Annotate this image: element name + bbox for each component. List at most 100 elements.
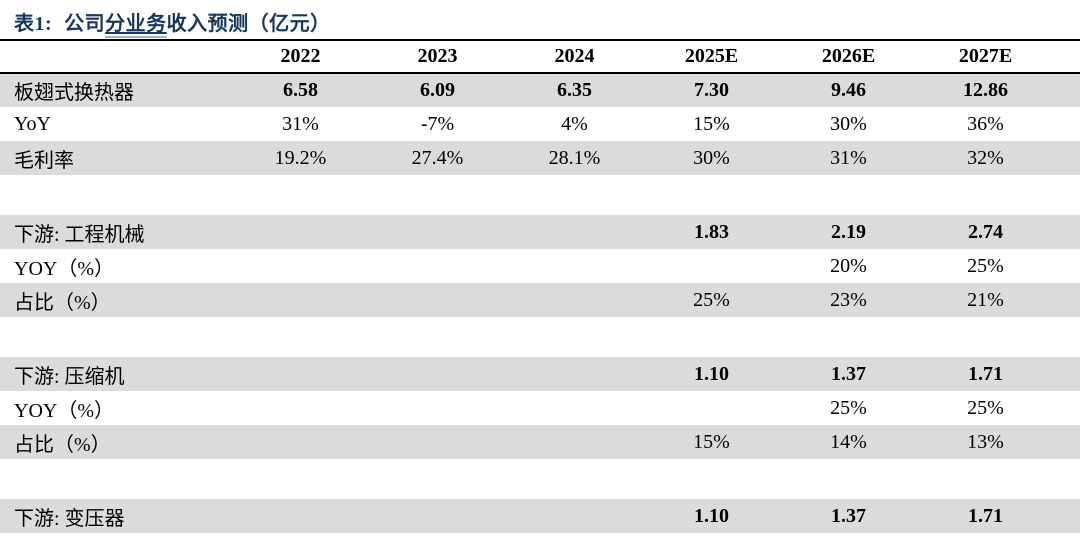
cell-value: 20% (830, 254, 867, 277)
row-label: 占比（%） (14, 291, 111, 314)
cell-value: 13% (967, 430, 1004, 453)
cell-value: 6.09 (420, 79, 455, 101)
cell-value: 19.2% (274, 146, 327, 169)
spacer-row (0, 175, 1080, 215)
cell-value: 14% (830, 430, 867, 453)
row-label: YoY (14, 112, 51, 135)
spacer-row (0, 459, 1080, 499)
cell-value (232, 499, 369, 533)
pad-cell (1054, 425, 1080, 459)
row-label: 下游: 变压器 (14, 507, 125, 530)
cell-value (232, 357, 369, 391)
header-row: 2022 2023 2024 2025E 2026E 2027E (0, 40, 1080, 73)
cell-value: 1.37 (831, 504, 866, 527)
pad-cell (1054, 499, 1080, 533)
cell-value: 21% (967, 288, 1004, 311)
table-title-part2: 收入预测（亿元） (166, 13, 331, 35)
cell-value: 31% (282, 112, 319, 135)
table-row-gross-margin: 毛利率 19.2% 27.4% 28.1% 30% 31% 32% (0, 141, 1080, 175)
cell-value (506, 283, 643, 317)
row-label: 下游: 压缩机 (14, 365, 125, 388)
pad-cell (1054, 283, 1080, 317)
cell-value: -7% (420, 112, 455, 135)
cell-value (643, 249, 780, 283)
cell-value: 4% (561, 112, 588, 135)
cell-value: 25% (830, 396, 867, 419)
column-header-2026e: 2026E (821, 45, 876, 67)
row-label: 下游: 工程机械 (14, 223, 145, 246)
cell-value: 6.35 (557, 79, 592, 101)
table-row-downstream-construction-machinery: 下游: 工程机械 1.83 2.19 2.74 (0, 215, 1080, 249)
cell-value (506, 425, 643, 459)
cell-value: 36% (967, 112, 1004, 135)
revenue-forecast-table: 2022 2023 2024 2025E 2026E 2027E 板翅式换热器 … (0, 39, 1080, 533)
cell-value: 27.4% (411, 146, 464, 169)
table-title: 表1: 公司分业务收入预测（亿元） (0, 0, 1080, 39)
cell-value: 25% (967, 396, 1004, 419)
cell-value: 1.10 (694, 362, 729, 385)
cell-value (232, 215, 369, 249)
header-empty-cell (0, 40, 232, 73)
table-row-share: 占比（%） 15% 14% 13% (0, 425, 1080, 459)
cell-value: 30% (693, 146, 730, 169)
cell-value: 23% (830, 288, 867, 311)
cell-value: 12.86 (963, 79, 1008, 101)
pad-cell (1054, 249, 1080, 283)
cell-value (506, 249, 643, 283)
cell-value: 2.74 (968, 220, 1003, 243)
cell-value: 7.30 (694, 79, 729, 101)
column-header-2025e: 2025E (684, 45, 739, 67)
cell-value: 6.58 (283, 79, 318, 101)
cell-value (369, 283, 506, 317)
cell-value (369, 215, 506, 249)
row-label: YOY（%） (14, 399, 114, 422)
cell-value: 9.46 (831, 79, 866, 101)
cell-value (369, 357, 506, 391)
cell-value: 1.71 (968, 504, 1003, 527)
table-row-yoy: YOY（%） 25% 25% (0, 391, 1080, 425)
cell-value: 25% (693, 288, 730, 311)
cell-value: 2.19 (831, 220, 866, 243)
cell-value: 1.10 (694, 504, 729, 527)
cell-value: 31% (830, 146, 867, 169)
header-pad-cell (1054, 40, 1080, 73)
spacer-row (0, 317, 1080, 357)
cell-value: 28.1% (548, 146, 601, 169)
table-title-underlined-text: 分业务 (105, 13, 167, 38)
row-label: 毛利率 (14, 149, 74, 172)
cell-value (643, 391, 780, 425)
column-header-2027e: 2027E (958, 45, 1013, 67)
table-row-downstream-transformer: 下游: 变压器 1.10 1.37 1.71 (0, 499, 1080, 533)
cell-value: 15% (693, 112, 730, 135)
cell-value: 1.83 (694, 220, 729, 243)
cell-value (369, 499, 506, 533)
row-label: 板翅式换热器 (14, 82, 134, 104)
table-row-share: 占比（%） 25% 23% 21% (0, 283, 1080, 317)
cell-value: 15% (693, 430, 730, 453)
pad-cell (1054, 107, 1080, 141)
cell-value (369, 425, 506, 459)
column-header-2024: 2024 (554, 45, 595, 67)
table-row-downstream-compressor: 下游: 压缩机 1.10 1.37 1.71 (0, 357, 1080, 391)
pad-cell (1054, 73, 1080, 107)
row-label: YOY（%） (14, 257, 114, 280)
cell-value (232, 391, 369, 425)
cell-value (506, 215, 643, 249)
table-title-part1: 公司 (64, 13, 106, 35)
table-row-yoy: YOY（%） 20% 25% (0, 249, 1080, 283)
pad-cell (1054, 357, 1080, 391)
cell-value (232, 425, 369, 459)
cell-value (506, 357, 643, 391)
pad-cell (1054, 141, 1080, 175)
cell-value (369, 391, 506, 425)
cell-value: 1.71 (968, 362, 1003, 385)
table-title-prefix: 表1: (14, 13, 53, 35)
cell-value (506, 499, 643, 533)
column-header-2022: 2022 (280, 45, 321, 67)
pad-cell (1054, 391, 1080, 425)
row-label: 占比（%） (14, 433, 111, 456)
cell-value (369, 249, 506, 283)
cell-value (232, 249, 369, 283)
cell-value (506, 391, 643, 425)
